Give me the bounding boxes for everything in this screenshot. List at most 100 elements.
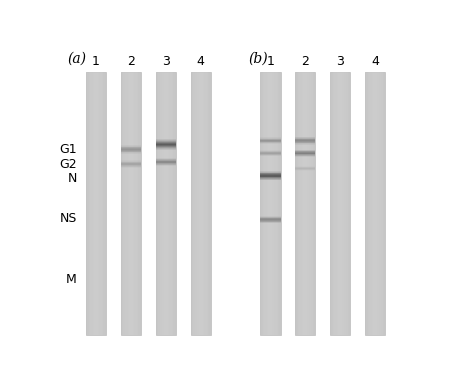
Bar bbox=[121, 149, 141, 150]
Bar bbox=[155, 149, 176, 150]
Bar bbox=[299, 72, 301, 335]
Bar bbox=[260, 150, 281, 151]
Bar bbox=[157, 72, 158, 335]
Bar bbox=[260, 178, 281, 179]
Bar bbox=[128, 72, 129, 335]
Bar bbox=[197, 72, 199, 335]
Bar bbox=[295, 141, 316, 142]
Text: (a): (a) bbox=[67, 52, 86, 66]
Text: G2: G2 bbox=[59, 158, 77, 171]
Bar bbox=[376, 72, 377, 335]
Bar bbox=[345, 72, 346, 335]
Bar bbox=[346, 72, 348, 335]
Bar bbox=[103, 72, 105, 335]
Bar bbox=[155, 141, 176, 142]
Bar bbox=[155, 160, 176, 161]
Bar bbox=[267, 72, 268, 335]
Bar bbox=[333, 72, 334, 335]
Bar bbox=[380, 72, 381, 335]
Bar bbox=[384, 72, 385, 335]
Bar bbox=[368, 72, 369, 335]
Bar bbox=[372, 72, 373, 335]
Bar bbox=[331, 72, 333, 335]
Bar bbox=[121, 72, 141, 335]
Bar bbox=[125, 72, 126, 335]
Bar bbox=[165, 72, 166, 335]
Bar bbox=[102, 72, 103, 335]
Bar bbox=[129, 72, 130, 335]
Bar bbox=[260, 153, 281, 154]
Bar bbox=[121, 146, 141, 147]
Bar bbox=[87, 72, 89, 335]
Bar bbox=[295, 137, 316, 138]
Bar bbox=[138, 72, 140, 335]
Bar bbox=[336, 72, 337, 335]
Bar bbox=[91, 72, 92, 335]
Text: 1: 1 bbox=[266, 55, 274, 68]
Bar bbox=[90, 72, 91, 335]
Bar bbox=[306, 72, 308, 335]
Bar bbox=[264, 72, 266, 335]
Bar bbox=[210, 72, 211, 335]
Bar bbox=[260, 156, 281, 157]
Bar bbox=[344, 72, 345, 335]
Text: M: M bbox=[66, 273, 77, 286]
Bar bbox=[207, 72, 208, 335]
Bar bbox=[260, 222, 281, 223]
Bar bbox=[295, 154, 316, 155]
Bar bbox=[121, 160, 141, 161]
Bar bbox=[295, 150, 316, 151]
Bar bbox=[381, 72, 383, 335]
Bar bbox=[155, 139, 176, 141]
Bar bbox=[260, 177, 281, 178]
Bar bbox=[260, 139, 281, 140]
Bar bbox=[295, 144, 316, 145]
Bar bbox=[123, 72, 125, 335]
Bar bbox=[260, 171, 281, 172]
Bar bbox=[92, 72, 94, 335]
Bar bbox=[155, 144, 176, 146]
Bar bbox=[121, 147, 141, 148]
Bar bbox=[94, 72, 95, 335]
Bar bbox=[86, 72, 106, 335]
Bar bbox=[301, 72, 302, 335]
Bar bbox=[379, 72, 380, 335]
Text: 2: 2 bbox=[127, 55, 135, 68]
Bar bbox=[191, 72, 192, 335]
Bar bbox=[260, 141, 281, 142]
Bar bbox=[295, 143, 316, 144]
Bar bbox=[295, 139, 316, 140]
Bar bbox=[140, 72, 141, 335]
Bar bbox=[155, 162, 176, 163]
Bar bbox=[295, 72, 316, 335]
Bar bbox=[275, 72, 276, 335]
Bar bbox=[192, 72, 193, 335]
Bar bbox=[365, 72, 385, 335]
Bar bbox=[191, 72, 211, 335]
Bar bbox=[295, 153, 316, 154]
Bar bbox=[100, 72, 102, 335]
Bar bbox=[89, 72, 90, 335]
Bar bbox=[201, 72, 203, 335]
Bar bbox=[273, 72, 274, 335]
Bar bbox=[369, 72, 371, 335]
Text: G1: G1 bbox=[59, 143, 77, 156]
Bar bbox=[155, 142, 176, 144]
Bar bbox=[260, 172, 281, 173]
Bar bbox=[260, 151, 281, 152]
Bar bbox=[274, 72, 275, 335]
Bar bbox=[278, 72, 279, 335]
Bar bbox=[271, 72, 273, 335]
Bar bbox=[169, 72, 171, 335]
Bar bbox=[377, 72, 379, 335]
Bar bbox=[279, 72, 281, 335]
Bar bbox=[196, 72, 197, 335]
Bar bbox=[121, 163, 141, 164]
Bar bbox=[155, 164, 176, 165]
Bar bbox=[200, 72, 201, 335]
Bar bbox=[260, 173, 281, 174]
Bar bbox=[121, 161, 141, 162]
Bar bbox=[297, 72, 298, 335]
Bar bbox=[330, 72, 350, 335]
Bar bbox=[260, 72, 262, 335]
